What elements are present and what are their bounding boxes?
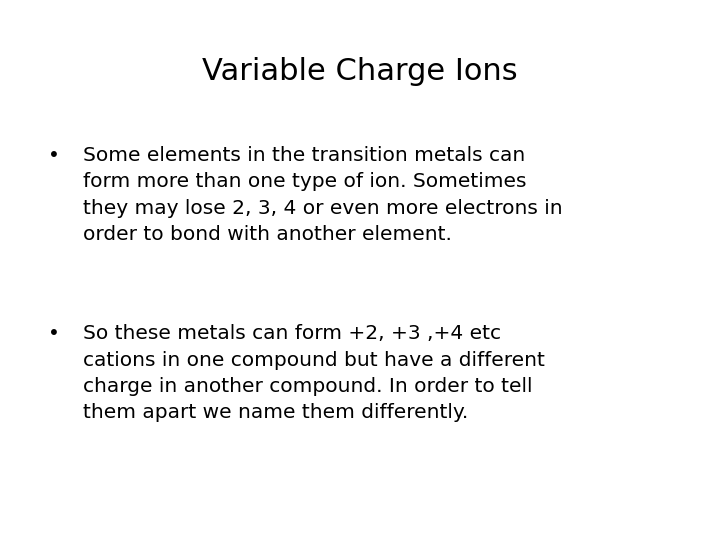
Text: •: • (48, 324, 60, 343)
Text: So these metals can form +2, +3 ,+4 etc
cations in one compound but have a diffe: So these metals can form +2, +3 ,+4 etc … (83, 324, 544, 422)
Text: Variable Charge Ions: Variable Charge Ions (202, 57, 518, 86)
Text: •: • (48, 146, 60, 165)
Text: Some elements in the transition metals can
form more than one type of ion. Somet: Some elements in the transition metals c… (83, 146, 562, 244)
